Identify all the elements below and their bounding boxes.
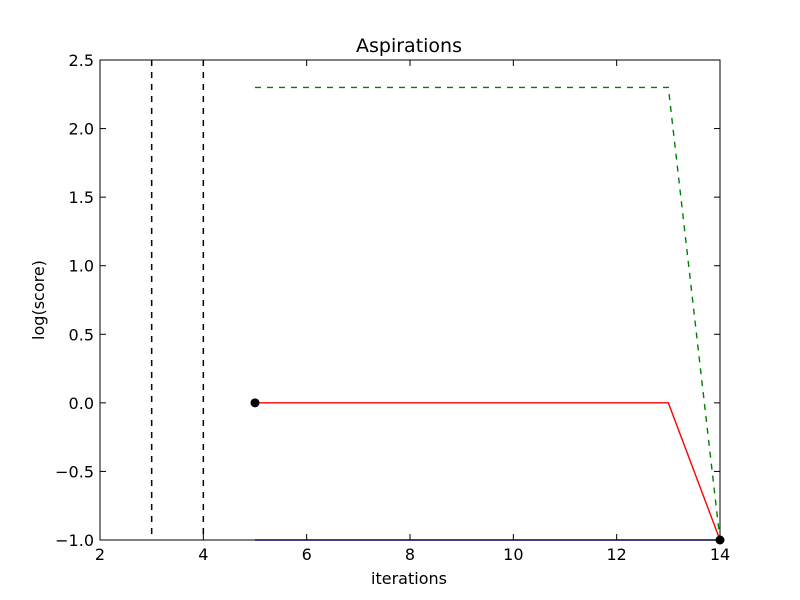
x-tick-label: 2 <box>95 545 105 564</box>
x-tick-label: 12 <box>606 545 626 564</box>
x-tick-label: 8 <box>405 545 415 564</box>
y-tick-label: 2.5 <box>69 51 94 70</box>
x-tick-label: 10 <box>503 545 523 564</box>
y-tick-label: −0.5 <box>55 462 94 481</box>
y-tick-label: −1.0 <box>55 531 94 550</box>
y-tick-label: 0.5 <box>69 325 94 344</box>
plot-frame <box>99 59 721 541</box>
x-axis-label: iterations <box>371 569 447 588</box>
series-line-0 <box>255 402 721 541</box>
x-tick-label: 6 <box>302 545 312 564</box>
y-tick-label: 0.0 <box>69 394 94 413</box>
y-axis: −1.0 −0.5 0.0 0.5 1.0 1.5 2.0 2.5 <box>55 51 720 550</box>
y-tick-label: 1.0 <box>69 257 94 276</box>
chart-title: Aspirations <box>356 35 462 57</box>
y-axis-label: log(score) <box>29 260 48 340</box>
x-axis: 2 4 6 8 10 12 14 <box>95 60 730 564</box>
y-tick-label: 2.0 <box>69 120 94 139</box>
y-tick-label: 1.5 <box>69 188 94 207</box>
x-tick-label: 14 <box>710 545 730 564</box>
x-tick-label: 4 <box>198 545 208 564</box>
series-line-1 <box>255 86 721 541</box>
marker-point-0 <box>250 398 260 408</box>
